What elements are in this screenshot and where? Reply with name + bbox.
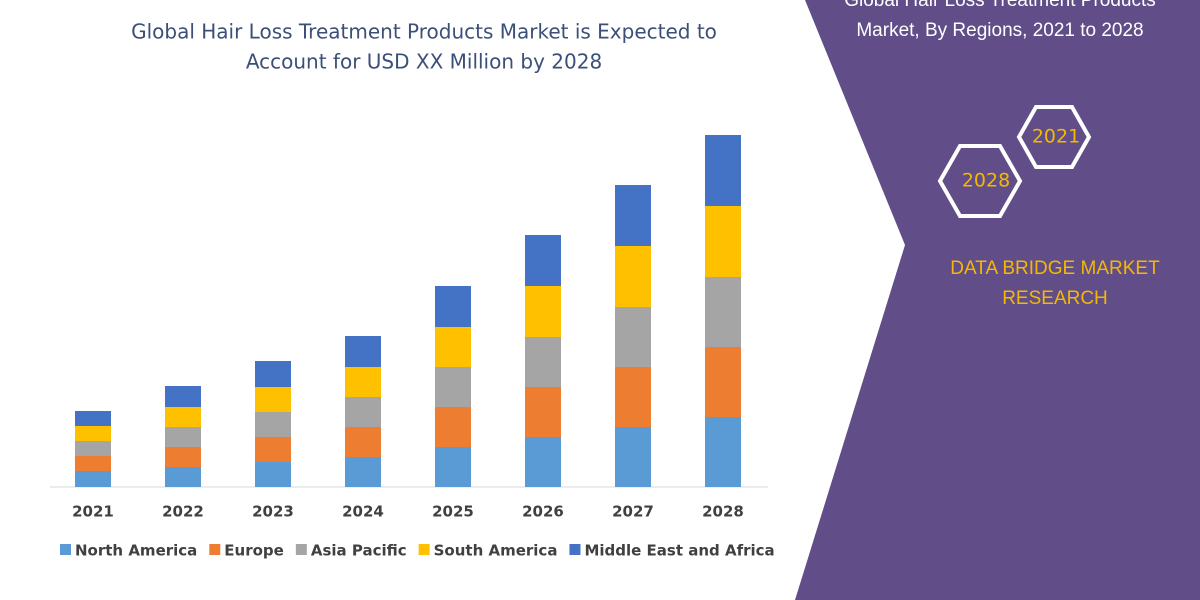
- bar-segment: [75, 456, 111, 471]
- bar-segment: [435, 367, 471, 407]
- bar-segment: [615, 185, 651, 246]
- bar-segment: [345, 457, 381, 487]
- hexagon-label: 2028: [962, 170, 1010, 192]
- legend-swatch: [209, 544, 221, 555]
- chart-title: Account for USD XX Million by 2028: [246, 50, 602, 74]
- bar-segment: [75, 441, 111, 456]
- x-tick-label: 2026: [522, 503, 564, 521]
- hexagon: [937, 144, 1023, 218]
- bar-segment: [75, 426, 111, 441]
- bar-segment: [615, 367, 651, 427]
- x-tick-label: 2021: [72, 503, 114, 521]
- bar-segment: [435, 327, 471, 367]
- bar-segment: [705, 277, 741, 347]
- bar-segment: [615, 307, 651, 367]
- bar-segment: [525, 286, 561, 337]
- bar-segment: [705, 347, 741, 417]
- bar-segment: [615, 427, 651, 487]
- bar-segment: [255, 361, 291, 387]
- legend-label: Middle East and Africa: [584, 542, 774, 560]
- legend-swatch: [60, 544, 71, 555]
- bar-segment: [705, 417, 741, 487]
- x-tick-label: 2024: [342, 503, 384, 521]
- bar-segment: [165, 447, 201, 467]
- bar-segment: [165, 386, 201, 407]
- legend-label: Europe: [224, 542, 284, 560]
- side-title: Global Hair Loss Treatment Products Mark…: [844, 0, 1156, 41]
- bar-segment: [165, 467, 201, 487]
- bar-segment: [345, 336, 381, 367]
- bar-segment: [705, 135, 741, 206]
- side-panel: [795, 0, 1200, 600]
- bar-segment: [165, 427, 201, 447]
- legend-swatch: [569, 544, 581, 555]
- bar-segment: [525, 235, 561, 286]
- bar-segment: [615, 246, 651, 307]
- brand: DATA BRIDGE MARKET RESEARCH: [950, 258, 1160, 309]
- bar-segment: [255, 437, 291, 462]
- bar-segment: [345, 427, 381, 457]
- x-tick-label: 2028: [702, 503, 744, 521]
- bar-segment: [525, 387, 561, 437]
- chart-title: Global Hair Loss Treatment Products Mark…: [131, 20, 717, 44]
- bar-segment: [255, 387, 291, 412]
- x-tick-label: 2022: [162, 503, 204, 521]
- legend-swatch: [295, 544, 307, 555]
- legend-label: Asia Pacific: [311, 542, 407, 560]
- bar-segment: [435, 447, 471, 487]
- hexagon: [1016, 105, 1092, 169]
- x-tick-label: 2027: [612, 503, 654, 521]
- bar-segment: [75, 411, 111, 426]
- bar-segment: [435, 407, 471, 447]
- bar-segment: [75, 471, 111, 487]
- bar-segment: [345, 397, 381, 427]
- bar-segment: [345, 367, 381, 397]
- legend-swatch: [418, 544, 430, 555]
- legend-label: South America: [434, 542, 558, 560]
- legend-label: North America: [75, 542, 197, 560]
- bar-segment: [435, 286, 471, 327]
- bar-segment: [255, 412, 291, 437]
- bar-segment: [165, 407, 201, 427]
- bar-segment: [255, 462, 291, 487]
- hexagon-label: 2021: [1032, 126, 1080, 148]
- x-tick-label: 2023: [252, 503, 294, 521]
- x-tick-label: 2025: [432, 503, 474, 521]
- bar-segment: [525, 337, 561, 387]
- bar-segment: [525, 437, 561, 487]
- bar-segment: [705, 206, 741, 277]
